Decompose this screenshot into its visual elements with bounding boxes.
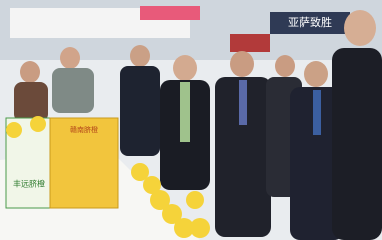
orange — [186, 191, 204, 209]
head — [173, 55, 197, 81]
orange — [190, 218, 210, 238]
red-sign — [230, 34, 270, 52]
person — [14, 82, 48, 122]
head — [20, 61, 40, 83]
orange — [6, 122, 22, 138]
tie — [313, 90, 321, 135]
page: 亚萨致胜 丰远脐橙 赣南脐橙 (() => — [0, 0, 382, 240]
tie — [239, 80, 247, 125]
person — [120, 66, 160, 156]
tie — [180, 82, 190, 142]
head — [60, 47, 80, 69]
person — [332, 48, 382, 240]
person — [52, 68, 94, 113]
head — [130, 45, 150, 67]
pink-sign — [140, 6, 200, 20]
photo-scene: 亚萨致胜 丰远脐橙 赣南脐橙 — [0, 0, 382, 240]
box-label: 赣南脐橙 — [70, 125, 98, 134]
booth-banner: 亚萨致胜 — [288, 15, 332, 29]
head — [275, 55, 295, 77]
head — [230, 51, 254, 77]
orange — [30, 116, 46, 132]
head — [304, 61, 328, 87]
left-banner: 丰远脐橙 — [13, 179, 45, 189]
head — [344, 10, 376, 46]
